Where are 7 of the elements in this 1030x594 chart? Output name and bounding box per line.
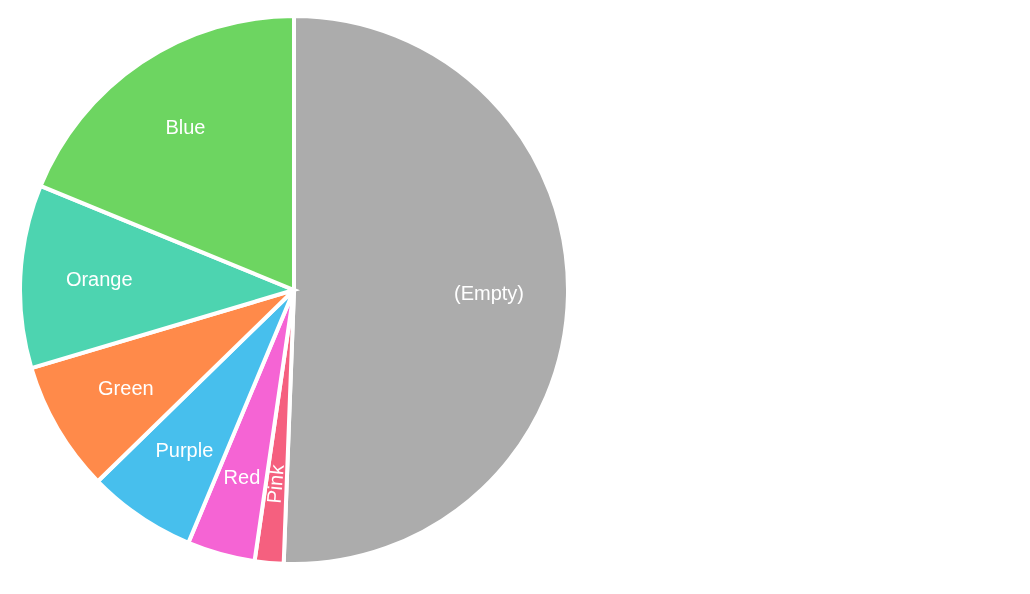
slice-label: Red bbox=[223, 465, 261, 488]
slice-label: (Empty) bbox=[453, 281, 524, 304]
slice-label: Green bbox=[98, 376, 154, 399]
slice-label: Purple bbox=[155, 439, 214, 462]
slice-label: Pink bbox=[262, 462, 289, 505]
slice-label: Blue bbox=[165, 116, 206, 139]
slice-label: Orange bbox=[65, 268, 133, 291]
